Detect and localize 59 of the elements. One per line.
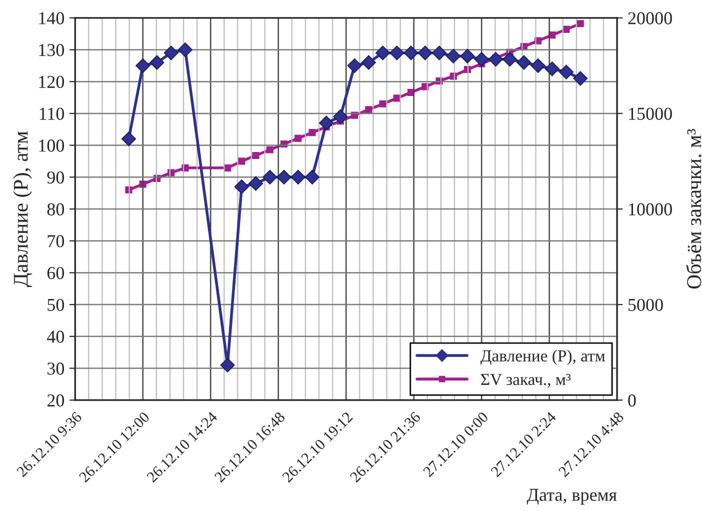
point	[347, 58, 362, 73]
point	[544, 62, 560, 76]
point	[220, 358, 235, 372]
point	[558, 64, 574, 80]
y-tick-label: 120	[39, 76, 64, 88]
point	[404, 46, 418, 60]
y-axis-title: Давление (Р), атм	[13, 131, 32, 287]
point	[390, 46, 404, 60]
point	[365, 106, 372, 114]
point	[262, 170, 278, 184]
y-tick-label: 140	[39, 12, 64, 24]
y-tick-label: 20	[47, 394, 64, 407]
point	[361, 55, 376, 70]
point	[248, 176, 264, 191]
y-tick-label: 50	[48, 298, 64, 311]
y-tick-label: 60	[47, 266, 64, 280]
point	[516, 55, 532, 70]
point	[276, 170, 292, 184]
point	[375, 46, 390, 60]
point	[319, 116, 334, 130]
point	[266, 146, 274, 154]
legend-label: Давление (Р), атм	[480, 350, 605, 365]
point	[488, 52, 503, 67]
y-tick-label: 40	[46, 330, 64, 343]
point	[224, 164, 232, 172]
y2-tick-label: 15000	[629, 108, 672, 120]
point	[530, 58, 546, 73]
y2-tick-label: 0	[628, 394, 636, 407]
point	[294, 134, 302, 142]
point	[432, 46, 447, 60]
point	[418, 46, 432, 60]
point	[573, 71, 588, 86]
point	[304, 170, 320, 184]
point	[379, 100, 386, 108]
y-tick-label: 70	[48, 235, 64, 248]
legend-label: ΣV закач., м³	[481, 374, 571, 388]
y-tick-label: 130	[39, 44, 64, 56]
point	[446, 48, 461, 64]
x-axis-title: Дата, время	[526, 488, 617, 505]
point	[562, 26, 570, 33]
point	[252, 152, 260, 160]
point	[308, 129, 316, 136]
point	[474, 52, 489, 67]
point	[460, 48, 475, 64]
y-tick-label: 90	[47, 171, 64, 184]
y-tick-label: 30	[48, 362, 64, 375]
y2-tick-label: 10000	[629, 203, 672, 216]
point	[502, 52, 518, 67]
point	[290, 170, 306, 184]
y-tick-label: 80	[47, 203, 64, 216]
point	[576, 20, 584, 28]
point	[333, 109, 348, 124]
y-tick-label: 110	[40, 108, 64, 120]
y2-tick-label: 20000	[628, 12, 672, 24]
y-tick-label: 100	[39, 140, 64, 152]
point	[238, 158, 246, 165]
point	[234, 179, 249, 194]
y2-axis-title: Объём закачки. м³	[686, 128, 702, 289]
y2-tick-label: 5000	[628, 298, 663, 311]
